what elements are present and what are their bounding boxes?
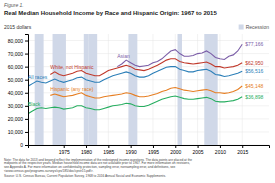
x-tick-label: 1990 [126, 149, 137, 155]
series-line [117, 44, 242, 66]
y-axis-line [25, 35, 29, 146]
y-tick-label: 80,000 [8, 38, 24, 44]
y-tick-mark [25, 54, 28, 55]
x-tick: 2015 [237, 145, 248, 155]
y-tick-label: 20,000 [8, 116, 24, 122]
x-tick: 1995 [148, 145, 159, 155]
x-tick: 1990 [126, 145, 137, 155]
y-axis: 0 10,000 20,000 30,000 40,000 50,000 60,000 70,… [8, 35, 29, 149]
legend-swatch [239, 25, 244, 30]
x-tick-mark [175, 145, 176, 148]
x-grid-line [197, 34, 198, 145]
series-label: Asian [117, 53, 130, 59]
x-grid-line [152, 34, 153, 145]
x-tick-label: 2000 [170, 149, 181, 155]
x-tick-label: 2015 [237, 149, 248, 155]
x-tick-mark [198, 145, 199, 148]
y-tick: 20,000 [8, 116, 28, 122]
series-label: Black [28, 101, 41, 107]
x-grid-line [108, 34, 109, 145]
x-tick-label: 2005 [193, 149, 204, 155]
series-line [50, 86, 242, 98]
y-tick-label: 30,000 [8, 103, 24, 109]
x-tick: 1975 [59, 145, 70, 155]
x-tick-mark [131, 145, 132, 148]
note-line: <www.census.gov/programs-surveys/cps/185… [4, 169, 94, 173]
x-tick-label: 1980 [81, 149, 92, 155]
x-grid-line [242, 34, 243, 145]
title: Real Median Household Income by Race and… [4, 10, 217, 16]
chart-svg: 1975 1980 1985 1990 1995 2000 2005 2010 2015 0 10,… [0, 0, 275, 183]
x-tick-label: 1975 [59, 149, 70, 155]
y-axis-title: 2015 dollars [4, 24, 32, 30]
series-line [28, 67, 242, 87]
series-label: White, not Hispanic [50, 64, 94, 70]
subtitle: Figure 1. [4, 2, 24, 8]
x-tick: 2000 [170, 145, 181, 155]
x-tick-mark [64, 145, 65, 148]
chart-container: 1975 1980 1985 1990 1995 2000 2005 2010 2015 0 10,… [0, 0, 275, 183]
x-tick: 2005 [193, 145, 204, 155]
source: Source: U.S. Census Bureau, Current Popu… [4, 174, 166, 178]
end-value-label: $45,148 [245, 83, 263, 89]
y-tick-label: 10,000 [8, 129, 24, 135]
y-tick: 60,000 [8, 64, 28, 70]
x-tick-mark [153, 145, 154, 148]
y-tick-mark [25, 119, 28, 120]
y-tick-label: 50,000 [8, 77, 24, 83]
series-label: Hispanic (any race) [50, 86, 93, 92]
x-tick-mark [86, 145, 87, 148]
y-tick: 0 [20, 142, 28, 148]
y-tick-mark [25, 145, 28, 146]
y-tick-mark [25, 132, 28, 133]
legend-label: Recession [246, 24, 270, 30]
recession-band [35, 34, 44, 145]
x-tick-mark [220, 145, 221, 148]
y-tick-label: 60,000 [8, 64, 24, 70]
series-line [28, 96, 242, 114]
y-tick: 10,000 [8, 129, 28, 135]
y-tick-label: 40,000 [8, 90, 24, 96]
labels: Asian White, not HispanicAll racesHispani… [28, 41, 264, 107]
y-tick-label: 70,000 [8, 51, 24, 57]
x-tick-label: 2010 [215, 149, 226, 155]
x-tick: 1980 [81, 145, 92, 155]
end-value-label: $62,950 [245, 60, 263, 66]
y-tick: 30,000 [8, 103, 28, 109]
y-tick-mark [25, 67, 28, 68]
note: Note: The data for 2013 and beyond refle… [4, 158, 192, 174]
y-tick: 50,000 [8, 77, 28, 83]
x-grid-line [219, 34, 220, 145]
x-tick-mark [242, 145, 243, 148]
x-tick: 1985 [103, 145, 114, 155]
x-tick-label: 1995 [148, 149, 159, 155]
grid [28, 34, 269, 145]
y-tick-mark [25, 93, 28, 94]
legend: Recession [239, 24, 270, 30]
y-tick-label: 0 [20, 142, 23, 148]
x-tick-mark [108, 145, 109, 148]
y-tick-mark [25, 41, 28, 42]
y-tick: 70,000 [8, 51, 28, 57]
plot-area [28, 34, 242, 145]
x-axis: 1975 1980 1985 1990 1995 2000 2005 2010 2015 [29, 145, 270, 155]
recession-band [128, 34, 137, 145]
series-label: All races [28, 74, 48, 80]
end-value-label: $36,898 [245, 94, 263, 100]
y-tick: 80,000 [8, 38, 28, 44]
x-tick-label: 1985 [103, 149, 114, 155]
end-value-label: $77,166 [245, 41, 263, 47]
x-tick: 2010 [215, 145, 226, 155]
end-value-label: $56,516 [245, 68, 263, 74]
y-tick: 40,000 [8, 90, 28, 96]
